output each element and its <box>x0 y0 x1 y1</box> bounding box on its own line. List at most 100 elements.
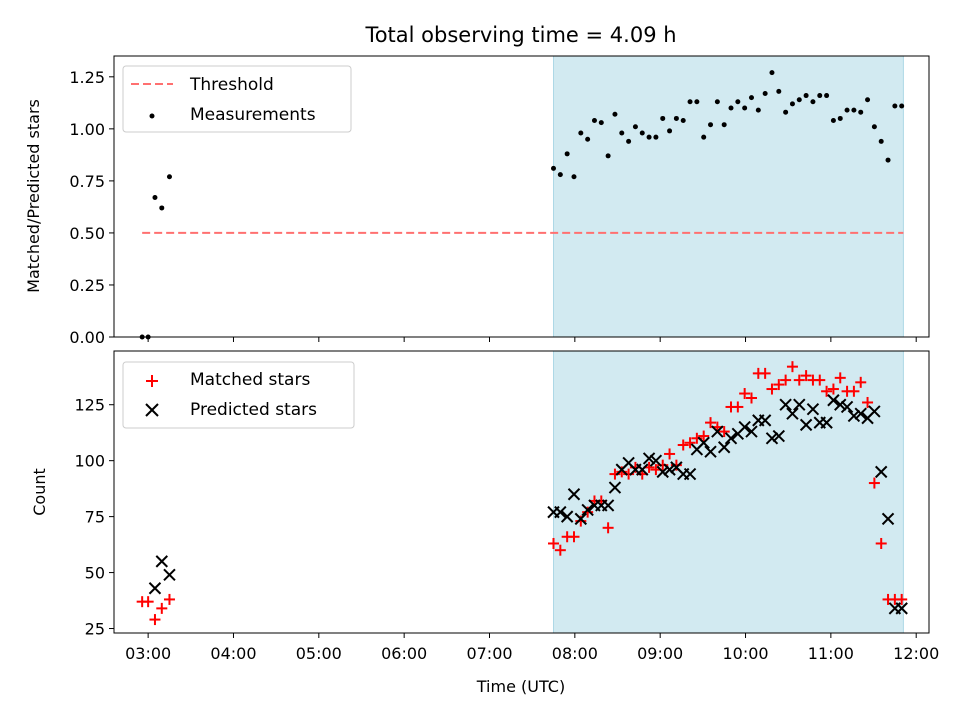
legend-box <box>122 361 355 429</box>
matched-point <box>568 531 580 543</box>
chart-title: Total observing time = 4.09 h <box>364 23 676 47</box>
matched-point <box>163 593 175 605</box>
predicted-point <box>881 512 895 526</box>
matched-point <box>786 361 798 373</box>
matched-point <box>875 537 887 549</box>
measurement-point <box>639 130 645 136</box>
measurement-point <box>885 157 891 163</box>
predicted-point <box>663 463 676 476</box>
count-xtick-label: 12:00 <box>893 644 939 663</box>
predicted-point <box>875 465 888 479</box>
matched-point <box>602 522 614 534</box>
predicted-point <box>895 602 908 615</box>
ratio-ytick-label: 0.00 <box>69 328 105 347</box>
predicted-point <box>854 407 867 420</box>
measurement-point <box>578 130 584 136</box>
measurement-point <box>748 95 754 101</box>
predicted-point <box>554 505 567 519</box>
measurement-point <box>551 165 557 171</box>
measurement-point <box>837 115 843 121</box>
measurement-point <box>783 109 789 115</box>
matched-point <box>759 367 771 379</box>
measurement-point <box>721 122 727 128</box>
measurement-point <box>687 99 693 105</box>
predicted-point <box>847 409 861 423</box>
measurement-point <box>166 174 172 180</box>
matched-point <box>616 466 628 478</box>
matched-point <box>793 374 805 386</box>
count-xtick-label: 06:00 <box>381 644 427 663</box>
measurement-point <box>810 99 816 105</box>
ratio-panel: 0.00 0.25 0.50 0.75 1.00 1.25 Matched/Predict… <box>24 55 930 347</box>
predicted-point <box>711 425 724 438</box>
predicted-point <box>656 465 669 479</box>
measurement-point <box>824 93 830 99</box>
series-matched-stars <box>136 361 908 626</box>
matched-point <box>149 614 161 626</box>
measurement-point <box>571 174 577 180</box>
count-xtick-label: 07:00 <box>466 644 512 663</box>
measurement-point <box>605 153 611 159</box>
matched-point <box>705 417 717 429</box>
matched-point <box>827 383 839 395</box>
matched-point <box>773 379 785 391</box>
predicted-point <box>772 429 786 443</box>
count-panel-xlabel: Time (UTC) <box>476 677 565 696</box>
predicted-point <box>581 503 594 517</box>
predicted-point <box>738 420 751 434</box>
matched-point <box>575 515 587 527</box>
predicted-point <box>868 405 881 418</box>
legend-threshold-label: Threshold <box>189 75 274 95</box>
predicted-point <box>827 394 840 407</box>
count-xtick-label: 04:00 <box>210 644 256 663</box>
matched-point <box>780 374 792 386</box>
ratio-ytick-label: 0.75 <box>69 172 105 191</box>
predicted-point <box>697 436 710 449</box>
measurement-point <box>789 101 795 107</box>
measurement-point <box>591 118 597 124</box>
measurement-point <box>871 124 877 130</box>
measurement-point <box>626 138 632 144</box>
predicted-point <box>649 454 663 467</box>
predicted-point <box>163 568 176 582</box>
measurement-point <box>152 195 158 201</box>
matched-point <box>896 593 908 605</box>
count-observing-span <box>553 350 904 634</box>
measurement-point <box>755 107 761 113</box>
ratio-panel-ylabel: Matched/Predicted stars <box>24 99 43 293</box>
predicted-point <box>840 400 854 414</box>
count-panel-frame <box>113 350 930 634</box>
legend-predicted-label: Predicted stars <box>190 400 317 420</box>
predicted-point <box>567 488 581 501</box>
predicted-point <box>601 499 615 512</box>
matched-point <box>582 506 594 518</box>
predicted-point <box>704 445 717 458</box>
matched-point <box>862 396 874 408</box>
matched-point <box>554 544 566 556</box>
measurement-point <box>680 118 686 124</box>
ratio-panel-frame <box>113 55 930 338</box>
matched-point <box>739 388 751 400</box>
measurement-point <box>159 205 165 211</box>
predicted-point <box>642 452 656 465</box>
measurement-point <box>776 88 782 94</box>
measurement-point <box>564 151 570 157</box>
predicted-point <box>758 414 772 427</box>
measurement-point <box>878 138 884 144</box>
predicted-point <box>155 555 168 568</box>
matched-point <box>548 537 560 549</box>
count-xtick-label: 08:00 <box>552 644 598 663</box>
count-panel: 25 50 75 100 125 03:00 04:00 05:00 06:00 07:00 08:… <box>30 350 939 696</box>
predicted-point <box>724 432 738 445</box>
ratio-ytick-label: 0.25 <box>69 276 105 295</box>
count-panel-legend: Matched stars Predicted stars <box>122 361 355 429</box>
count-panel-ylabel: Count <box>30 468 49 516</box>
matched-point <box>684 437 696 449</box>
ratio-observing-span <box>553 55 904 338</box>
measurement-point <box>585 136 591 142</box>
matched-point <box>766 383 778 395</box>
measurement-point <box>899 103 905 109</box>
measurement-point <box>844 107 850 113</box>
